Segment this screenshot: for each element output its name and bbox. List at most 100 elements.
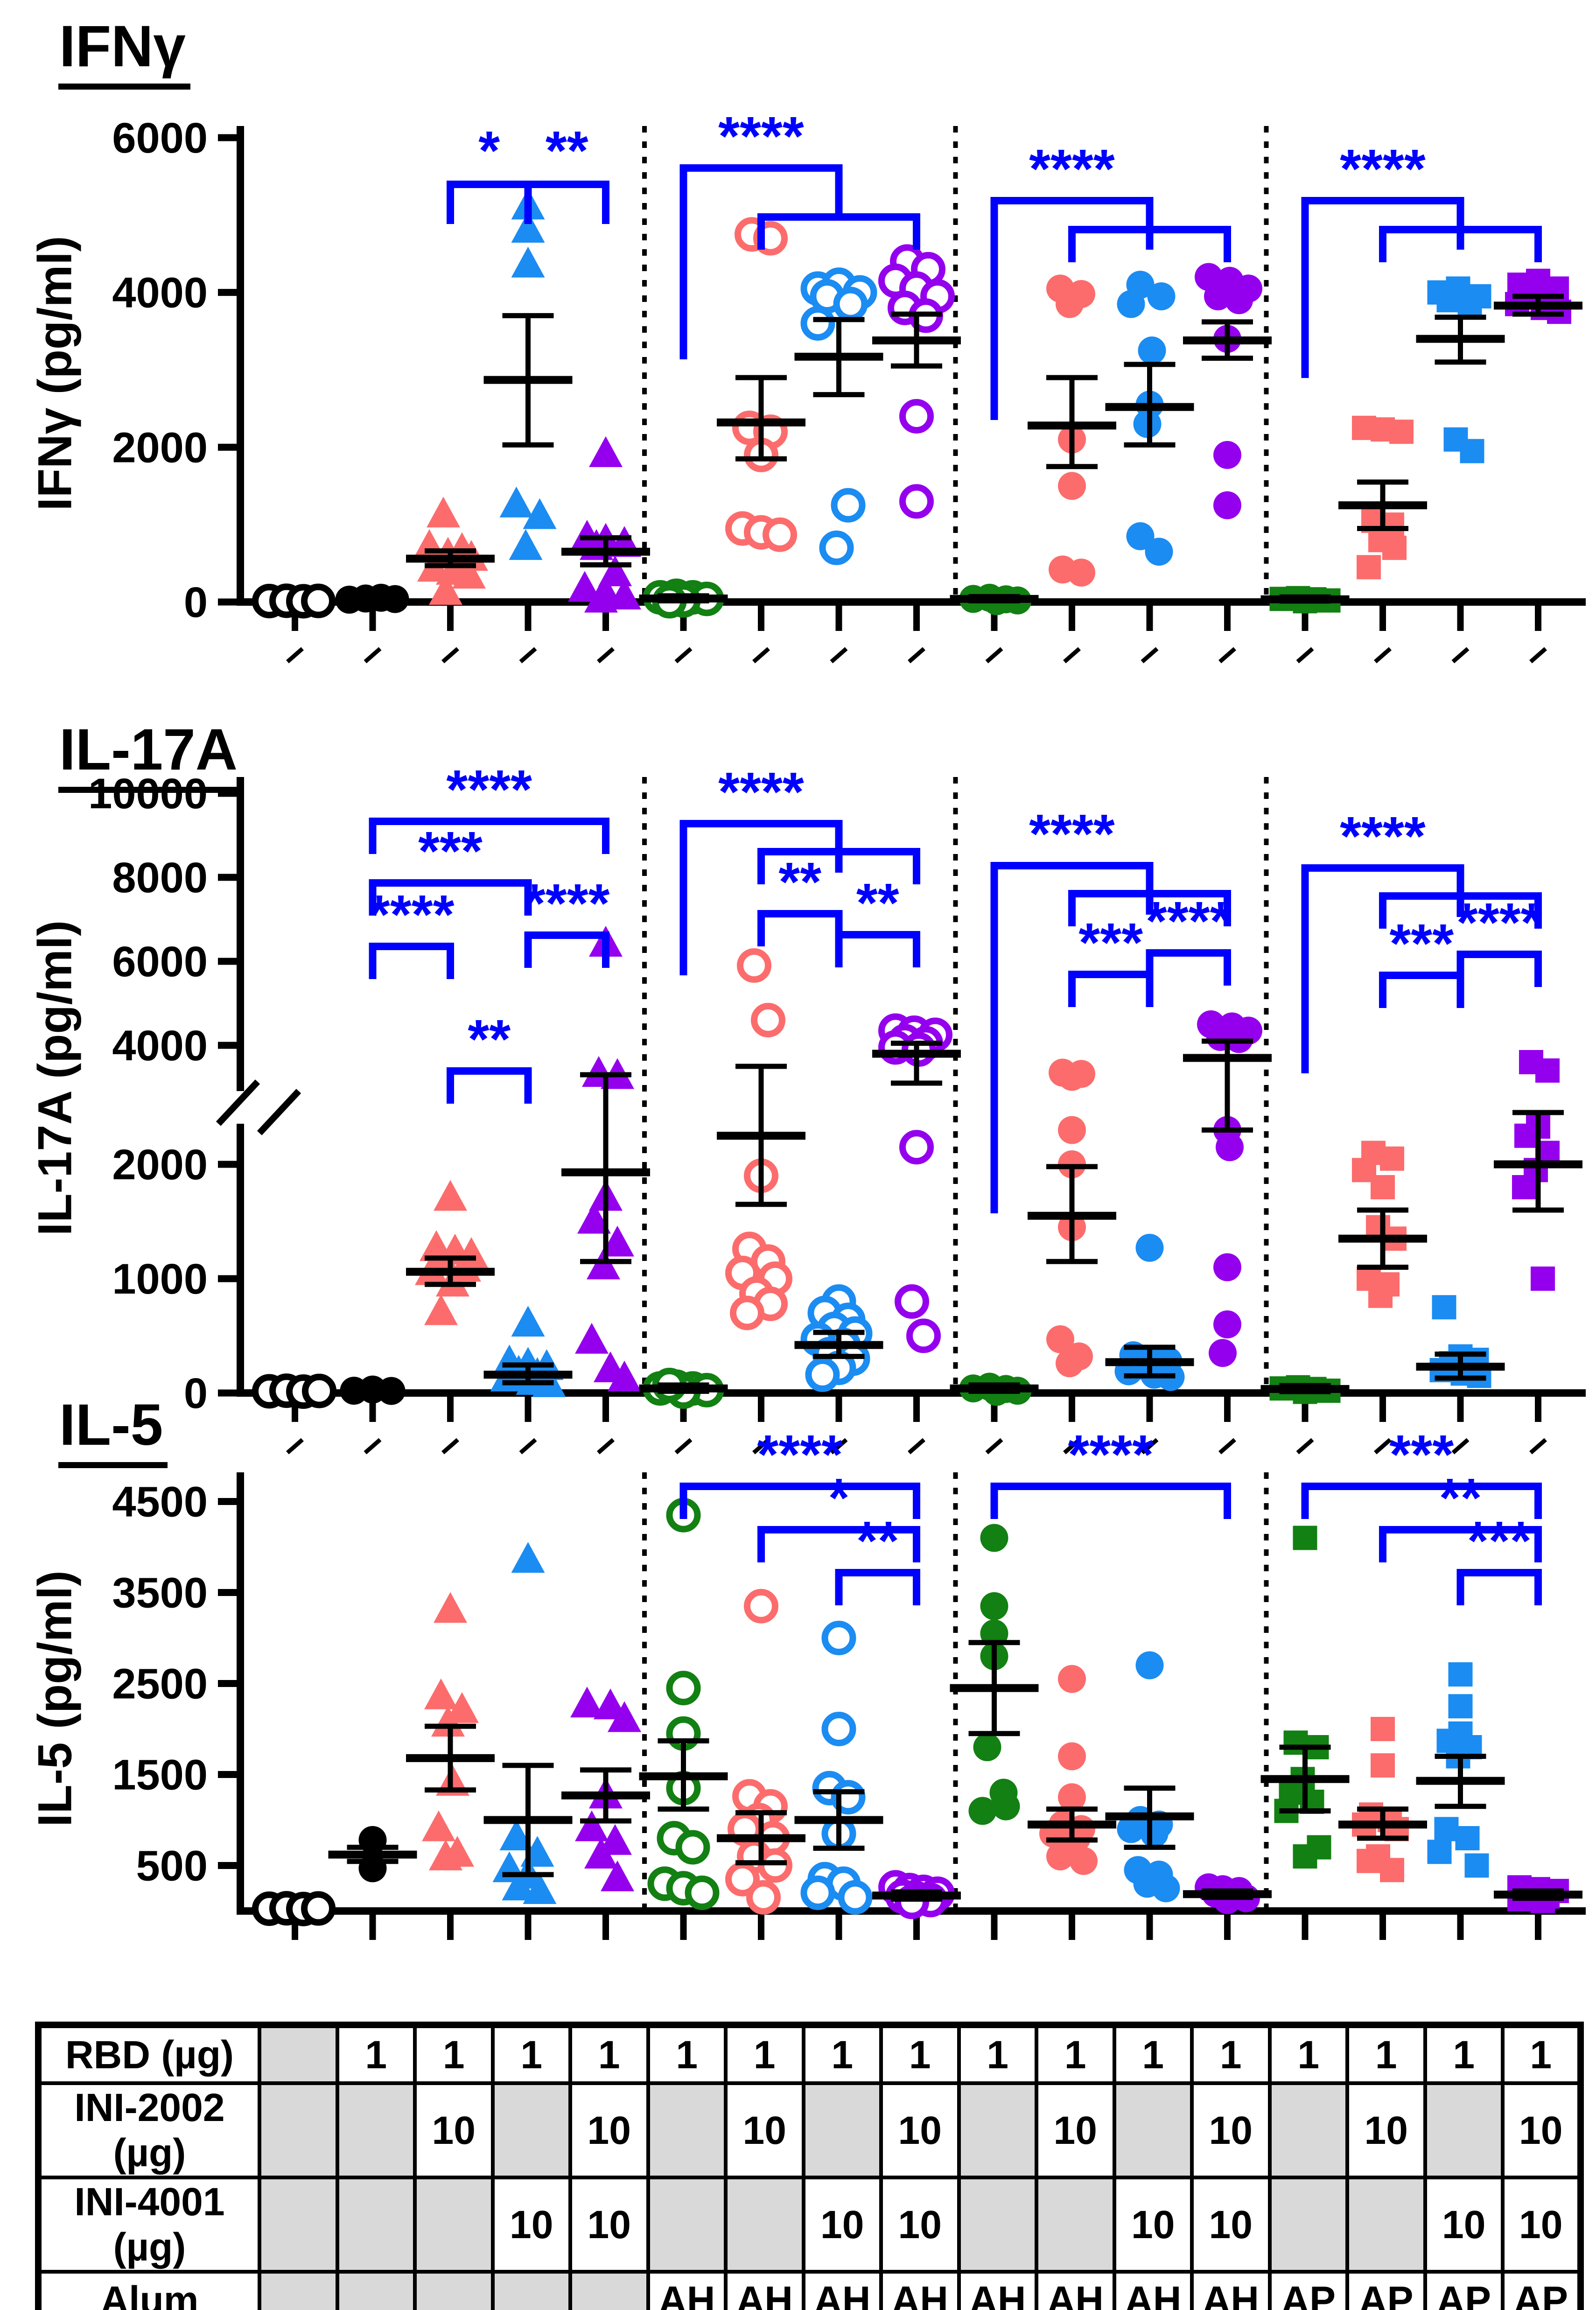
data-point (1117, 290, 1145, 318)
data-point (992, 1792, 1020, 1820)
data-point (598, 1824, 632, 1855)
column-5 (561, 1687, 650, 1891)
table-cell (957, 2081, 1038, 2179)
data-point (899, 484, 934, 519)
table-cell: 10 (1112, 2176, 1194, 2274)
x-sub-mark (752, 647, 770, 664)
data-point (833, 287, 868, 322)
x-sub-mark (908, 1438, 925, 1455)
significance-bracket: **** (369, 884, 455, 979)
data-point (744, 1589, 778, 1624)
data-point (1126, 522, 1155, 551)
x-sub-mark (1063, 1438, 1081, 1455)
data-point (601, 1225, 634, 1257)
data-point (675, 1830, 710, 1865)
data-point (577, 1203, 611, 1234)
data-point (899, 399, 934, 434)
table-cell: AP (1267, 2270, 1349, 2310)
x-sub-mark (1374, 647, 1392, 664)
data-point (377, 1377, 406, 1405)
data-point (1058, 1116, 1086, 1144)
data-point (523, 1873, 557, 1904)
data-point (1058, 1063, 1086, 1091)
table-cell: 1 (490, 2023, 572, 2085)
error-bar (1494, 1888, 1582, 1901)
column-12 (1105, 1651, 1194, 1903)
error-bar (328, 1845, 417, 1864)
data-point (1209, 1339, 1237, 1367)
significance-label: ** (856, 872, 899, 934)
data-point (1135, 1651, 1164, 1680)
data-point (800, 1876, 835, 1910)
data-point (1436, 288, 1461, 313)
table-cell: AH (646, 2270, 728, 2310)
table-cell: 10 (568, 2081, 650, 2179)
column-10 (950, 1372, 1039, 1406)
table-cell (1035, 2176, 1116, 2274)
table-cell: 1 (646, 2023, 728, 2085)
table-cell: 1 (1345, 2023, 1427, 2085)
data-point (575, 1323, 609, 1354)
column-13 (1183, 263, 1272, 519)
data-point (1213, 491, 1241, 519)
column-1 (252, 1373, 336, 1409)
table-cell (1345, 2176, 1427, 2274)
column-1 (252, 1891, 336, 1926)
error-bar (1105, 1344, 1194, 1379)
y-tick-label: 8000 (112, 854, 208, 902)
x-sub-mark (674, 647, 693, 664)
x-sub-mark (597, 647, 615, 664)
error-bar (872, 1889, 961, 1902)
x-sub-mark (364, 647, 382, 664)
data-point (1147, 282, 1176, 310)
x-sub-mark (985, 1438, 1003, 1455)
column-10 (950, 583, 1039, 616)
table-cell: 1 (1501, 2023, 1582, 2085)
table-cell: 10 (568, 2176, 650, 2274)
y-tick-label: 0 (184, 579, 208, 626)
significance-bracket: *** (369, 820, 532, 916)
column-7 (717, 948, 805, 1330)
column-2 (340, 1375, 406, 1405)
significance-label: **** (1146, 890, 1232, 952)
table-cell (646, 2081, 728, 2179)
data-point (1070, 1847, 1098, 1875)
significance-label: **** (1456, 892, 1542, 953)
error-bar (406, 548, 495, 568)
error-bar (561, 1767, 650, 1824)
column-7 (717, 217, 805, 552)
column-4 (483, 1542, 573, 1904)
significance-label: ** (468, 1008, 511, 1070)
column-4 (483, 1306, 573, 1397)
error-bar (1105, 1785, 1194, 1850)
data-point (1368, 1283, 1393, 1308)
column-3 (406, 1180, 495, 1325)
x-sub-mark (752, 1438, 770, 1455)
x-sub-mark (1141, 1438, 1159, 1455)
column-14 (1260, 1375, 1350, 1404)
y-tick-label: 2500 (112, 1660, 208, 1708)
axis-break-mark (216, 1079, 260, 1126)
x-sub-mark (1218, 647, 1236, 664)
error-bar (406, 1723, 495, 1793)
data-point (301, 1891, 336, 1926)
table-cell: 10 (1423, 2176, 1505, 2274)
error-bar (1183, 319, 1272, 361)
data-point (1046, 1325, 1074, 1353)
column-11 (1028, 274, 1116, 587)
data-point (570, 1687, 604, 1718)
error-bar (794, 1789, 883, 1851)
table-cell: 1 (1112, 2023, 1194, 2085)
x-sub-mark (1529, 647, 1547, 664)
column-15 (1338, 415, 1427, 580)
table-cell: AH (957, 2270, 1038, 2310)
significance-label: **** (718, 761, 804, 823)
data-point (821, 1712, 856, 1746)
significance-label: **** (1068, 1424, 1154, 1485)
data-point (1455, 1826, 1480, 1850)
significance-label: **** (1340, 805, 1426, 867)
table-cell (568, 2270, 650, 2310)
axis-break-mark (257, 1089, 301, 1135)
error-bar (1416, 1754, 1505, 1809)
